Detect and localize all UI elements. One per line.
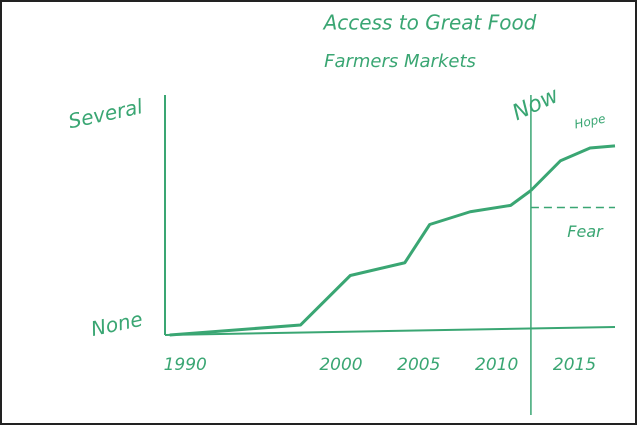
hope-line xyxy=(529,144,616,192)
x-axis xyxy=(164,326,616,336)
hope-label: Hope xyxy=(573,111,607,131)
x-tick-label: 2010 xyxy=(475,355,518,375)
chart-subtitle: Farmers Markets xyxy=(324,51,476,72)
fear-label: Fear xyxy=(567,222,604,241)
x-tick-label: 2015 xyxy=(553,355,596,375)
chart-title: Access to Great Food xyxy=(322,11,537,35)
x-tick-label: 2000 xyxy=(319,355,362,375)
x-tick-label: 1990 xyxy=(164,355,207,375)
x-tick-label: 2005 xyxy=(397,355,440,375)
data-line xyxy=(169,189,532,337)
